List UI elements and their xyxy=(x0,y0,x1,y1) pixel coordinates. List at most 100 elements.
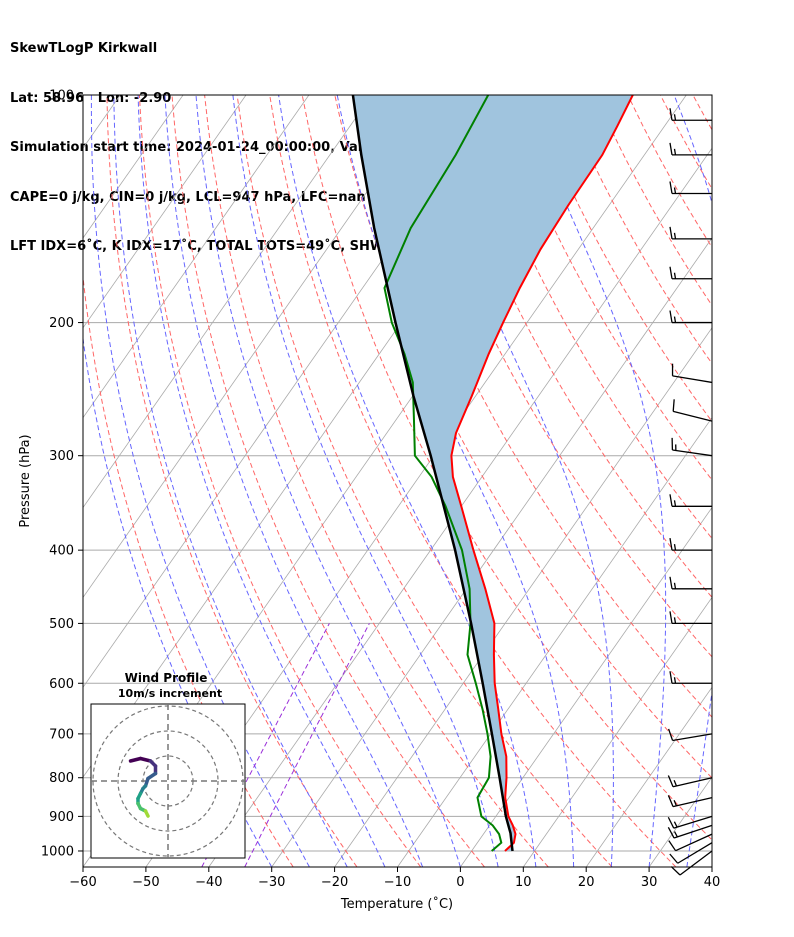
moist-adiabat-line xyxy=(232,95,499,867)
y-tick-label: 600 xyxy=(49,677,74,692)
dry-adiabat-line xyxy=(594,95,712,307)
wind-barb xyxy=(667,775,713,788)
barb-staff xyxy=(679,850,713,876)
barb-half xyxy=(673,148,677,155)
y-tick-label: 500 xyxy=(49,617,74,632)
dry-adiabat-line xyxy=(432,95,712,599)
dry-adiabat-line xyxy=(529,95,712,423)
inset-title: Wind Profile xyxy=(125,671,208,685)
chart-title: SkewTLogP Kirkwall xyxy=(10,41,158,56)
y-tick-label: 100 xyxy=(49,89,74,104)
barb-flag xyxy=(669,310,673,323)
moist-adiabat-line xyxy=(90,95,310,867)
dry-adiabat-line xyxy=(269,95,677,867)
isotherm-line xyxy=(460,506,712,867)
barb-half xyxy=(673,316,677,323)
wind-barb xyxy=(669,842,713,864)
location-line: Lat: 58.96 Lon: -2.90 xyxy=(10,90,172,106)
barb-flag xyxy=(667,775,674,787)
wind-profile-inset: Wind Profile 10m/s increment xyxy=(90,671,246,859)
barb-flag xyxy=(667,816,675,829)
barb-half xyxy=(673,114,677,121)
y-tick-label: 800 xyxy=(49,771,74,786)
shaded-area xyxy=(352,95,633,851)
barb-flag xyxy=(669,576,673,589)
barb-half xyxy=(673,677,677,684)
x-tick-label: 40 xyxy=(704,875,721,890)
barb-flag xyxy=(667,795,674,807)
y-tick-label: 400 xyxy=(49,544,74,559)
barb-flag xyxy=(667,826,675,839)
dry-adiabat-line xyxy=(791,95,794,867)
y-axis-label: Pressure (hPa) xyxy=(18,434,33,527)
wind-barb xyxy=(669,671,712,684)
y-tick-label: 1000 xyxy=(41,844,74,859)
barb-half xyxy=(673,831,678,838)
barb-flag xyxy=(669,494,673,507)
dry-adiabat-line xyxy=(692,95,712,131)
barb-staff xyxy=(672,777,713,788)
y-tick-label: 700 xyxy=(49,727,74,742)
dry-adiabat-line xyxy=(366,95,712,718)
isotherm-line xyxy=(83,95,310,419)
barb-staff xyxy=(673,815,713,829)
barb-staff xyxy=(672,796,713,808)
wind-barb xyxy=(669,310,712,324)
wind-barb xyxy=(667,728,713,742)
isotherm-line xyxy=(271,237,712,867)
isotherm-line xyxy=(83,95,247,329)
barb-flag xyxy=(669,181,673,194)
barb-flag xyxy=(670,866,681,876)
barb-flag xyxy=(669,142,673,155)
wind-barb xyxy=(669,181,712,195)
barb-half xyxy=(673,187,677,194)
dry-adiabat-line xyxy=(497,95,712,481)
wind-barb xyxy=(669,538,712,551)
hodograph-ring xyxy=(117,730,219,832)
moist-adiabat-line xyxy=(195,95,461,867)
profile-lines xyxy=(351,95,634,852)
barb-staff xyxy=(677,842,713,864)
x-axis-label: Temperature (˚C) xyxy=(340,896,453,912)
dry-adiabat-line xyxy=(171,95,485,867)
inset-subtitle: 10m/s increment xyxy=(118,687,222,700)
x-tick-label: −20 xyxy=(321,875,348,890)
moist-adiabat-line xyxy=(164,95,424,867)
barb-half xyxy=(673,232,677,239)
isotherm-line xyxy=(775,95,794,867)
barb-half xyxy=(673,582,677,589)
wind-barb xyxy=(671,437,713,457)
barb-staff xyxy=(672,733,713,742)
temperature-line xyxy=(450,95,634,852)
wind-barb xyxy=(669,226,712,240)
barb-half xyxy=(673,780,678,787)
isotherm-line xyxy=(334,327,712,867)
dry-adiabat-line xyxy=(726,95,794,867)
barb-flag xyxy=(669,853,679,864)
wind-barb xyxy=(672,399,713,422)
barb-flag xyxy=(667,728,674,741)
axes: −60 −50 −40 −30 −20 −10 0 10 20 30 40 1000 900 800 700… xyxy=(41,89,720,891)
moist-adiabat-line xyxy=(83,334,273,867)
x-tick-label: 20 xyxy=(578,875,595,890)
y-tick-label: 900 xyxy=(49,810,74,825)
dry-adiabat-line xyxy=(627,95,712,249)
x-tick-label: −50 xyxy=(132,875,159,890)
dry-adiabat-line xyxy=(204,95,549,867)
wind-barb xyxy=(667,815,713,829)
dry-adiabat-line xyxy=(464,95,712,540)
x-tick-label: −30 xyxy=(258,875,285,890)
dewpoint-line xyxy=(383,95,503,852)
dry-adiabat-line xyxy=(758,95,794,867)
wind-barb xyxy=(669,576,712,590)
wind-barb xyxy=(668,833,713,852)
barb-half xyxy=(673,272,677,279)
isotherm-line xyxy=(585,686,712,867)
y-tick-label: 200 xyxy=(49,316,74,331)
barb-half xyxy=(673,500,677,507)
x-tick-label: 0 xyxy=(456,875,464,890)
wind-barb xyxy=(669,142,712,156)
dry-adiabat-line xyxy=(106,95,358,867)
x-tick-label: −60 xyxy=(69,875,96,890)
